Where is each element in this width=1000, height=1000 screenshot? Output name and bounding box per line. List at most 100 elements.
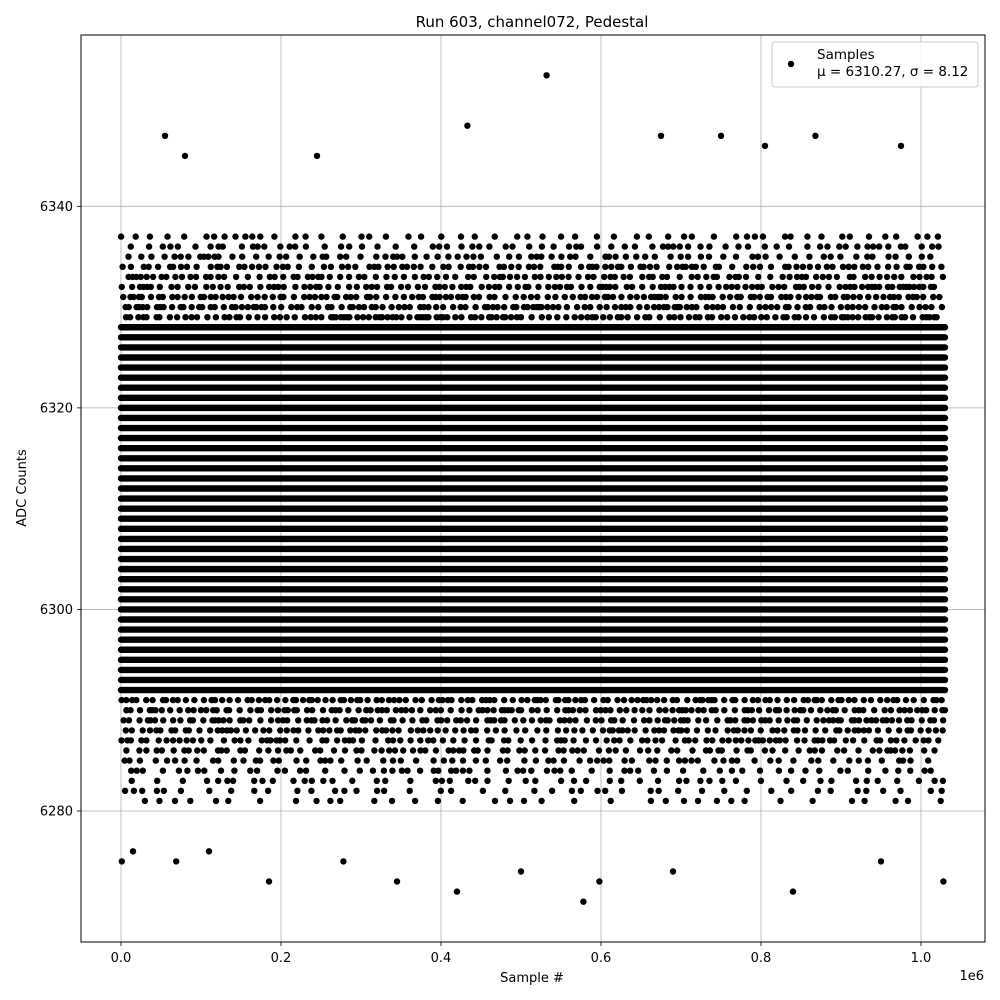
sample-point [237,737,244,744]
sample-point [316,283,323,291]
sample-point [382,727,390,734]
sample-point [883,717,890,724]
sample-point [217,767,225,774]
sample-point [592,737,600,744]
sample-point [236,314,244,321]
sample-point [534,293,541,301]
sample-point [163,737,170,744]
sample-point [466,707,473,714]
sample-point [868,273,875,281]
sample-point [657,293,664,301]
x-axis-ticks: 0.0 0.2 0.4 0.6 0.8 1.0 [111,942,931,966]
sample-point [469,263,477,270]
sample-point [440,263,447,270]
sample-point [518,696,525,704]
sample-point [293,737,300,744]
sample-point [700,707,707,714]
sample-point [207,243,214,250]
sample-point [877,696,884,704]
sample-point [939,727,946,734]
sample-point [493,314,500,321]
sample-point [593,263,600,270]
sample-point [251,787,258,794]
sample-point [425,314,432,321]
sample-point [712,707,719,714]
sample-point [185,253,192,260]
sample-point [521,757,528,764]
sample-point [276,314,284,321]
sample-point [347,293,354,301]
sample-band [117,414,949,422]
sample-point [910,273,917,281]
sample-point [808,757,815,764]
sample-point [828,777,835,784]
sample-point [320,727,327,734]
sample-point [358,243,366,250]
sample-point [177,787,185,794]
plot-frame [80,34,986,943]
sample-point [751,757,758,764]
sample-point [461,737,468,744]
sample-point [872,293,880,301]
sample-point [200,696,208,704]
sample-point [433,303,440,311]
sample-point [355,273,363,281]
sample-point [219,243,226,250]
sample-point [581,303,588,311]
sample-point [726,273,733,281]
sample-point [880,787,887,794]
sample-point [883,303,890,311]
sample-point [896,727,903,734]
sample-point [775,707,783,714]
sample-point [905,253,912,260]
sample-point [406,787,413,794]
sample-point [156,314,163,321]
sample-point [400,747,407,754]
sample-point [758,314,765,321]
sample-point [552,293,559,301]
sample-point [140,263,147,270]
sample-point [744,717,751,724]
sample-point [404,767,411,774]
sample-point [646,757,653,764]
sample-point [420,727,427,734]
sample-point [367,717,375,724]
sample-point [895,717,903,724]
sample-point [393,253,401,260]
sample-point [921,747,928,754]
sample-band [117,555,949,563]
sample-point [720,253,727,260]
sample-point [382,233,390,240]
sample-point [537,696,544,704]
sample-point [315,303,322,311]
sample-point [521,747,528,754]
sample-point [397,737,404,744]
sample-point [119,263,126,270]
sample-point [221,233,228,240]
sample-point [728,283,735,291]
sample-point [639,273,646,281]
sample-point [347,727,354,734]
sample-point [204,314,211,321]
sample-outlier-point [205,848,213,855]
sample-point [711,696,718,704]
sample-point [118,696,125,704]
sample-point [546,717,553,724]
sample-point [453,717,460,724]
sample-point [203,777,211,784]
sample-point [319,707,327,714]
sample-point [571,314,578,321]
sample-point [675,787,682,794]
sample-point [820,717,827,724]
sample-point [358,737,366,744]
sample-point [927,767,934,774]
sample-point [779,273,786,281]
sample-point [921,767,928,774]
sample-point [758,283,765,291]
sample-point [846,233,853,240]
sample-point [256,273,263,281]
sample-point [664,717,671,724]
sample-point [607,797,614,805]
sample-point [594,787,601,794]
sample-point [290,293,298,301]
